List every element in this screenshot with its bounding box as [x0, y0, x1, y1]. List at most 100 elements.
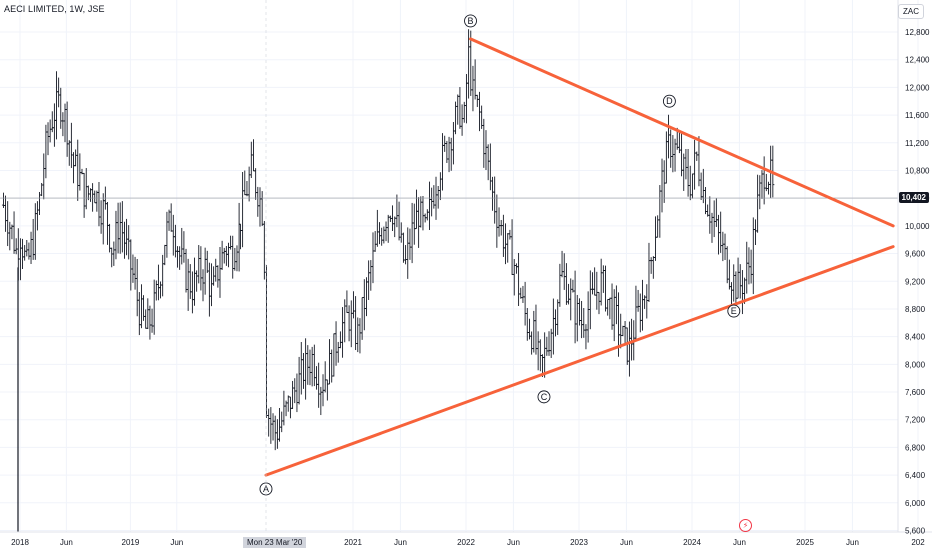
- ohlc-bar: [699, 172, 703, 200]
- ohlc-bar: [717, 214, 721, 255]
- ohlc-bar: [260, 191, 264, 227]
- ohlc-bar: [438, 172, 442, 201]
- lower-trendline[interactable]: [264, 245, 895, 477]
- currency-label[interactable]: ZAC: [898, 4, 924, 19]
- ohlc-bar: [419, 196, 423, 228]
- ohlc-bar: [330, 349, 334, 383]
- ohlc-bar: [180, 227, 184, 265]
- ohlc-bar: [231, 235, 235, 279]
- ohlc-bar: [595, 271, 599, 310]
- ohlc-bar: [671, 135, 675, 173]
- ohlc-bar: [751, 217, 755, 295]
- y-tick-label: 8,000: [905, 360, 926, 369]
- ohlc-bar: [604, 265, 608, 312]
- ohlc-bar: [144, 309, 148, 329]
- ohlc-bar: [152, 279, 156, 335]
- ohlc-bar: [95, 190, 99, 212]
- ohlc-bar: [491, 176, 495, 211]
- wave-label-e[interactable]: E: [727, 304, 741, 318]
- y-tick-label: 8,800: [905, 305, 926, 314]
- y-tick-label: 11,200: [905, 139, 929, 148]
- ohlc-bar: [150, 308, 154, 333]
- ohlc-bar: [336, 341, 340, 363]
- ohlc-bar: [328, 339, 332, 385]
- ohlc-bar: [148, 305, 152, 340]
- ohlc-bar: [477, 91, 481, 132]
- ohlc-bar: [719, 211, 723, 253]
- ohlc-bar: [745, 241, 749, 294]
- ohlc-bar: [760, 170, 764, 199]
- ohlc-bar: [216, 265, 220, 288]
- ohlc-bar: [640, 279, 644, 331]
- svg-text:E: E: [731, 306, 737, 316]
- ohlc-bar: [323, 361, 327, 393]
- ohlc-bar: [74, 149, 78, 167]
- ohlc-bar: [356, 317, 360, 353]
- ohlc-bar: [46, 122, 50, 156]
- ohlc-bar: [599, 258, 603, 306]
- time-axis[interactable]: 2018 Jun 2019 Jun 2021 Jun 2022 Jun 2023 Jun 2024 J…: [11, 538, 925, 547]
- ohlc-bar: [462, 101, 466, 123]
- ohlc-bar: [519, 287, 523, 299]
- ohlc-bar: [224, 246, 228, 266]
- ohlc-bar: [10, 224, 14, 240]
- lightning-icon[interactable]: ⚡: [739, 519, 752, 532]
- ohlc-bar: [251, 139, 255, 172]
- ohlc-bar: [245, 181, 249, 197]
- y-tick-label: 12,000: [905, 83, 930, 92]
- ohlc-bar: [271, 413, 275, 441]
- ohlc-bar: [369, 260, 373, 291]
- wave-label-b[interactable]: B: [464, 14, 477, 28]
- ohlc-bar: [504, 223, 508, 265]
- ohlc-bar: [395, 194, 399, 228]
- ohlc-bar: [142, 295, 146, 321]
- wave-label-d[interactable]: D: [662, 94, 676, 108]
- ohlc-bar: [680, 132, 684, 177]
- trendlines[interactable]: [264, 37, 895, 477]
- ohlc-bar: [310, 346, 314, 387]
- ohlc-bars: [1, 29, 775, 532]
- ohlc-bar: [235, 245, 239, 272]
- ohlc-bar: [582, 308, 586, 338]
- ohlc-bar: [241, 172, 245, 248]
- ohlc-bar: [695, 151, 699, 161]
- ohlc-bar: [523, 281, 527, 326]
- ohlc-bar: [706, 204, 710, 217]
- ohlc-bar: [125, 218, 129, 256]
- ohlc-bar: [265, 265, 269, 418]
- upper-trendline[interactable]: [469, 37, 895, 228]
- ohlc-bar: [55, 71, 59, 140]
- x-tick-label: 2018: [11, 538, 29, 547]
- ohlc-bar: [203, 247, 207, 295]
- ohlc-bar: [278, 407, 282, 442]
- ohlc-bar: [210, 263, 214, 307]
- ohlc-bar: [638, 293, 642, 333]
- ohlc-bar: [610, 283, 614, 330]
- ohlc-bar: [291, 380, 295, 409]
- ohlc-bar: [714, 198, 718, 227]
- ohlc-bar: [567, 283, 571, 305]
- ohlc-bar: [314, 366, 318, 390]
- ohlc-bar: [159, 281, 163, 299]
- ohlc-bar: [267, 408, 271, 437]
- ohlc-bar: [410, 202, 414, 264]
- ohlc-bar: [436, 186, 440, 209]
- wave-label-c[interactable]: C: [537, 390, 551, 404]
- x-tick-label: Jun: [846, 538, 859, 547]
- ohlc-bar: [72, 152, 76, 184]
- x-tick-label: 2019: [122, 538, 140, 547]
- ohlc-bar: [495, 194, 499, 248]
- ohlc-bar: [254, 168, 258, 200]
- ohlc-bar: [139, 284, 143, 329]
- ohlc-bar: [258, 187, 262, 227]
- ohlc-bar: [421, 196, 425, 231]
- ohlc-bar: [146, 298, 150, 330]
- ohlc-bar: [662, 160, 666, 203]
- ohlc-bar: [247, 166, 251, 202]
- ohlc-bar: [226, 242, 230, 268]
- ohlc-bar: [367, 260, 371, 300]
- ohlc-bar: [99, 200, 103, 234]
- ohlc-bar: [286, 395, 290, 412]
- ohlc-bar: [667, 114, 671, 159]
